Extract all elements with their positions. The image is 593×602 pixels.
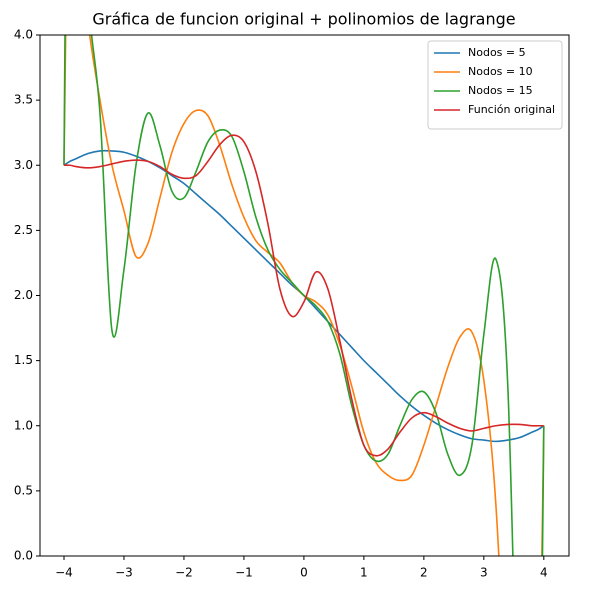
y-tick-label: 2.0 [14,288,33,302]
y-tick-label: 1.0 [14,418,33,432]
y-tick-label: 0.0 [14,549,33,563]
x-tick-label: 2 [420,566,428,580]
y-tick-label: 0.5 [14,483,33,497]
y-tick-label: 3.0 [14,158,33,172]
series-line [63,35,545,556]
x-tick-label: 1 [360,566,368,580]
plot-area [63,35,545,556]
series-line [63,35,545,556]
chart-title: Gráfica de funcion original + polinomios… [92,10,515,29]
y-tick-label: 4.0 [14,28,33,42]
x-tick-label: 3 [480,566,488,580]
legend-label: Nodos = 5 [468,46,526,59]
series-line [63,134,544,457]
legend-label: Nodos = 15 [468,84,533,97]
x-tick-label: −1 [235,566,253,580]
y-tick-label: 1.5 [14,353,33,367]
y-tick-label: 3.5 [14,93,33,107]
y-tick-label: 2.5 [14,223,33,237]
x-tick-label: 0 [300,566,308,580]
legend-label: Nodos = 10 [468,65,533,78]
x-tick-label: −3 [115,566,133,580]
x-tick-label: −4 [55,566,73,580]
x-tick-label: −2 [175,566,193,580]
plot-frame [39,34,570,557]
legend-label: Función original [468,103,555,116]
legend-box [427,40,563,130]
x-tick-label: 4 [540,566,548,580]
